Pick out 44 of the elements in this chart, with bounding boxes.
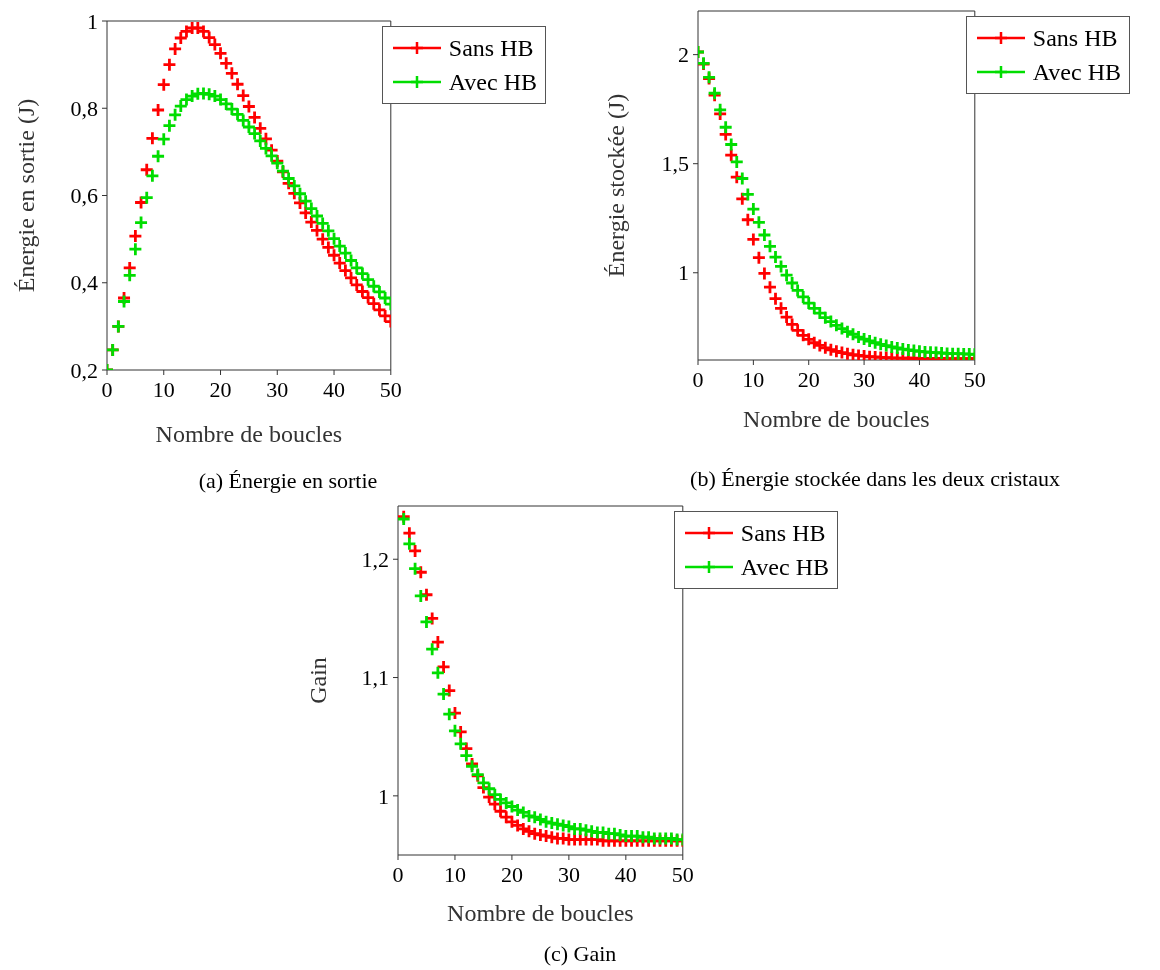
- x-axis-title: Nombre de boucles: [447, 900, 634, 926]
- legend-label: Avec HB: [448, 68, 537, 97]
- x-tick-label: 40: [614, 861, 637, 887]
- x-tick-label: 20: [209, 376, 232, 402]
- x-tick-label: 20: [797, 366, 820, 392]
- legend-label: Sans HB: [448, 34, 534, 63]
- legend-label: Sans HB: [740, 519, 826, 548]
- x-tick-label: 30: [853, 366, 876, 392]
- y-tick-label: 0,2: [70, 357, 98, 383]
- y-tick-label: 1: [87, 8, 98, 34]
- y-tick-label: 2: [678, 42, 689, 68]
- text: (b) Énergie stockée dans les deux cristaux: [689, 466, 1061, 492]
- legend-label: Avec HB: [1032, 58, 1121, 87]
- y-tick-label: 1: [678, 260, 689, 286]
- y-tick-label: 0,8: [70, 95, 98, 121]
- x-tick-label: 0: [692, 366, 704, 392]
- x-tick-label: 10: [443, 861, 466, 887]
- x-tick-label: 50: [963, 366, 986, 392]
- x-axis-title: Nombre de boucles: [743, 406, 930, 432]
- x-tick-label: 10: [742, 366, 765, 392]
- text: (a) Énergie en sortie: [197, 468, 379, 494]
- y-axis-title: Énergie en sortie (J): [12, 98, 39, 293]
- y-tick-label: 0,6: [70, 183, 98, 209]
- x-tick-label: 0: [101, 376, 113, 402]
- y-tick-label: 1: [378, 783, 389, 809]
- y-tick-label: 1,5: [661, 151, 689, 177]
- x-tick-label: 30: [266, 376, 289, 402]
- y-axis-title: Gain: [304, 657, 331, 704]
- x-axis-title: Nombre de boucles: [155, 421, 343, 447]
- x-tick-label: 40: [908, 366, 931, 392]
- x-tick-label: 50: [671, 861, 694, 887]
- x-tick-label: 10: [152, 376, 175, 402]
- x-tick-label: 50: [379, 376, 402, 402]
- x-tick-label: 30: [557, 861, 580, 887]
- y-tick-label: 0,4: [70, 270, 98, 296]
- x-tick-label: 40: [323, 376, 346, 402]
- y-tick-label: 1,2: [361, 546, 389, 572]
- x-tick-label: 0: [392, 861, 404, 887]
- text: (c) Gain: [542, 941, 618, 967]
- x-tick-label: 20: [500, 861, 523, 887]
- y-axis-title: Énergie stockée (J): [602, 93, 629, 278]
- legend-label: Sans HB: [1032, 24, 1118, 53]
- legend-label: Avec HB: [740, 553, 829, 582]
- y-tick-label: 1,1: [361, 665, 389, 691]
